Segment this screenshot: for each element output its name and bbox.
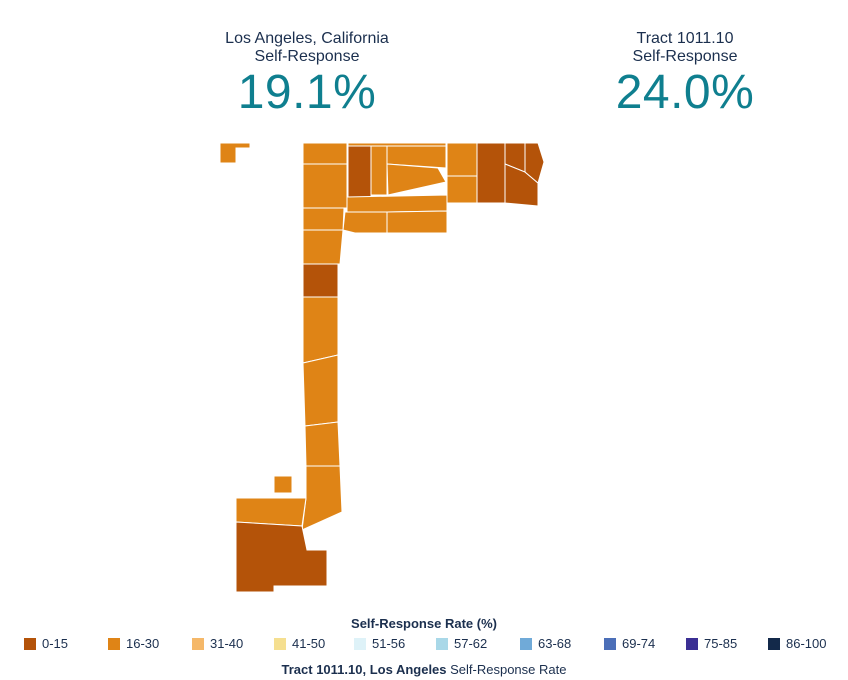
stat-los-angeles-value: 19.1% [237,65,377,119]
legend-swatch [274,637,286,650]
map-block[interactable] [386,163,447,196]
legend-label: 57-62 [454,636,488,651]
legend-label: 51-56 [372,636,406,651]
map-block[interactable] [302,263,339,298]
legend-swatch [354,637,366,650]
map-block[interactable] [302,354,339,427]
caption-rest: Self-Response Rate [446,662,567,677]
legend-item-31-40: 31-40 [192,636,243,651]
legend: 0-15 16-30 31-40 41-50 51-56 57-62 63-68 69-74 7… [24,636,836,656]
legend-label: 75-85 [704,636,738,651]
stat-tract: Tract 1011.10 Self-Response 24.0% [575,30,795,118]
legend-swatch [686,637,698,650]
map-block[interactable] [347,142,447,147]
map-block[interactable] [302,207,345,231]
map-block[interactable] [446,142,478,177]
stat-tract-title: Tract 1011.10 [636,30,734,47]
legend-title: Self-Response Rate (%) [351,616,497,631]
legend-label: 63-68 [538,636,572,651]
stat-los-angeles: Los Angeles, California Self-Response 19… [195,30,419,118]
map-block[interactable] [386,210,448,234]
legend-item-51-56: 51-56 [354,636,405,651]
legend-label: 31-40 [210,636,244,651]
legend-swatch [604,637,616,650]
legend-item-69-74: 69-74 [604,636,655,651]
map-block[interactable] [302,142,348,165]
map-block[interactable] [504,163,539,207]
caption-place: Tract 1011.10, Los Angeles [281,662,447,677]
legend-swatch [24,637,36,650]
map-block[interactable] [273,475,293,494]
map-block[interactable] [347,145,372,198]
stat-los-angeles-subtitle: Self-Response [254,47,360,65]
legend-item-0-15: 0-15 [24,636,68,651]
legend-swatch [108,637,120,650]
map-block[interactable] [446,175,478,204]
stat-los-angeles-title: Los Angeles, California [225,30,389,47]
legend-item-41-50: 41-50 [274,636,325,651]
map-block[interactable] [476,142,506,204]
legend-item-75-85: 75-85 [686,636,737,651]
legend-label: 0-15 [42,636,69,651]
map-block[interactable] [302,229,344,265]
legend-label: 69-74 [622,636,656,651]
stat-tract-subtitle: Self-Response [632,47,738,65]
legend-item-63-68: 63-68 [520,636,571,651]
map-block[interactable] [346,194,448,213]
map-block[interactable] [235,497,307,527]
map-block[interactable] [304,421,341,467]
legend-swatch [192,637,204,650]
map-block[interactable] [342,211,388,234]
legend-swatch [436,637,448,650]
map-block[interactable] [302,296,339,364]
map-block[interactable] [302,163,348,209]
legend-item-16-30: 16-30 [108,636,159,651]
legend-label: 16-30 [126,636,160,651]
legend-label: 41-50 [292,636,326,651]
legend-label: 86-100 [786,636,827,651]
legend-item-57-62: 57-62 [436,636,487,651]
legend-swatch [768,637,780,650]
map-block[interactable] [370,145,388,196]
legend-item-86-100: 86-100 [768,636,826,651]
map-caption: Tract 1011.10, Los Angeles Self-Response… [0,662,848,677]
map-block[interactable] [219,142,251,164]
map-block[interactable] [235,521,328,593]
map-block[interactable] [524,142,545,184]
legend-swatch [520,637,532,650]
map-block[interactable] [301,465,343,531]
stat-tract-value: 24.0% [615,65,755,119]
